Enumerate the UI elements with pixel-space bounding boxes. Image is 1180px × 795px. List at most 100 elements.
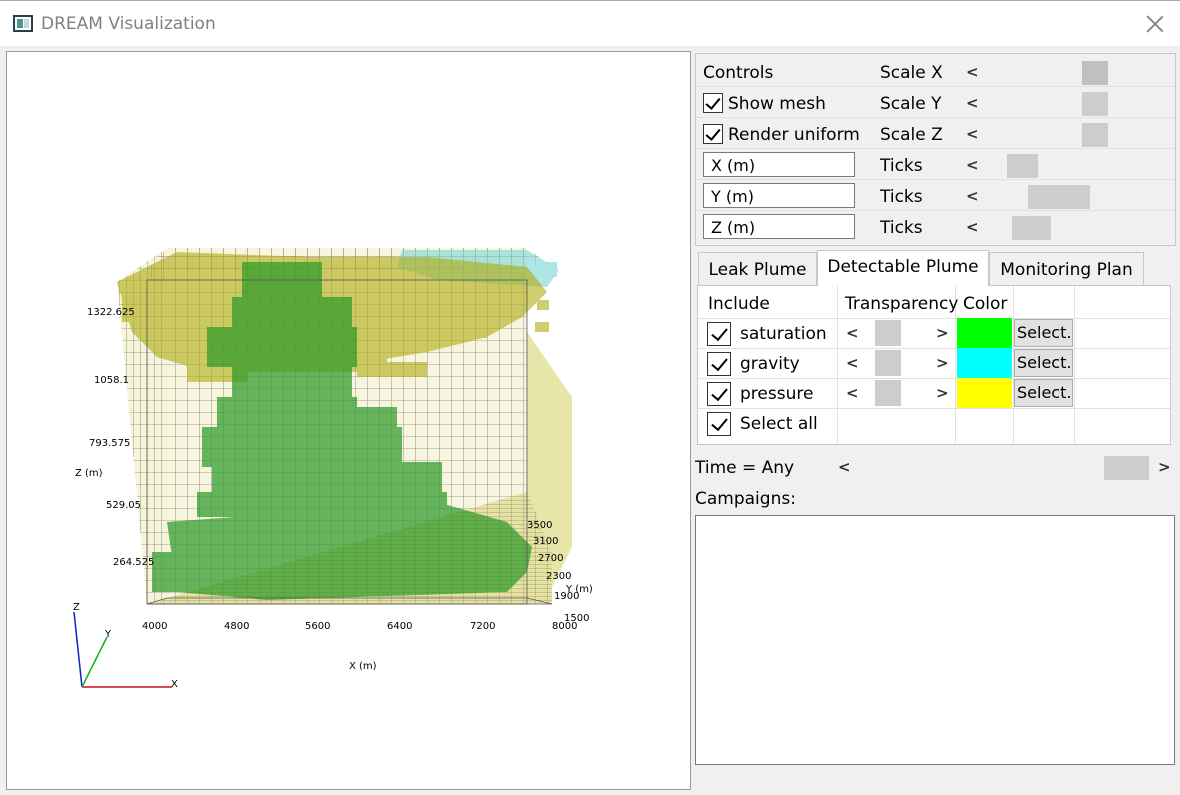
y-tick: 1500	[564, 613, 589, 624]
z-tick: 793.575	[89, 438, 130, 449]
tab-detectable-plume[interactable]: Detectable Plume	[817, 250, 989, 286]
gravity-transparency-thumb[interactable]	[875, 350, 901, 376]
detectable-plume-table: Include Transparency Color saturation < …	[697, 285, 1171, 445]
x-tick: 5600	[305, 621, 330, 632]
scale-z-slider[interactable]: <	[961, 121, 1173, 147]
y-tick: 3500	[527, 520, 552, 531]
window-title: DREAM Visualization	[41, 14, 216, 34]
slider-thumb[interactable]	[1082, 92, 1108, 116]
pressure-checkbox[interactable]	[707, 382, 731, 406]
x-axis-label-input[interactable]	[703, 152, 855, 177]
select-all-checkbox[interactable]	[707, 412, 731, 436]
column-divider	[955, 286, 956, 444]
plume-visualization[interactable]: 1322.625 1058.1 793.575 529.05 264.525 Z…	[7, 52, 691, 790]
pressure-select-button[interactable]: Select...	[1014, 379, 1073, 407]
x-tick: 8000	[552, 621, 577, 632]
scale-y-label: Scale Y	[880, 94, 942, 114]
tab-monitoring-plan[interactable]: Monitoring Plan	[989, 252, 1144, 285]
slider-thumb[interactable]	[1007, 154, 1038, 178]
scale-x-label: Scale X	[880, 63, 943, 83]
y-tick: 2300	[546, 571, 571, 582]
pressure-label: pressure	[740, 384, 814, 404]
saturation-select-button[interactable]: Select...	[1014, 319, 1073, 347]
scale-y-slider[interactable]: <	[961, 90, 1173, 116]
transparency-right-arrow-icon[interactable]: >	[936, 324, 949, 342]
y-ticks-slider[interactable]: <	[961, 183, 1173, 209]
slider-left-arrow-icon[interactable]: <	[966, 125, 979, 143]
render-uniform-checkbox[interactable]	[703, 124, 723, 144]
y-tick: 2700	[538, 553, 563, 564]
scale-x-slider[interactable]: <	[961, 59, 1173, 85]
x-axis-title: X (m)	[349, 661, 377, 672]
controls-header: Controls	[703, 63, 774, 83]
x-tick: 6400	[387, 621, 412, 632]
slider-left-arrow-icon[interactable]: <	[966, 218, 979, 236]
transparency-right-arrow-icon[interactable]: >	[936, 354, 949, 372]
row-divider	[698, 378, 1170, 379]
floor-frame	[146, 597, 553, 605]
triad-x-label: X	[171, 679, 178, 690]
controls-row: Controls Scale X <	[696, 56, 1175, 87]
transparency-left-arrow-icon[interactable]: <	[846, 354, 859, 372]
transparency-left-arrow-icon[interactable]: <	[846, 384, 859, 402]
triad-z-axis	[73, 611, 83, 688]
y-tick: 1900	[554, 591, 579, 602]
include-header: Include	[708, 294, 770, 314]
color-header: Color	[963, 294, 1008, 314]
close-button[interactable]	[1144, 13, 1166, 35]
time-slider-thumb[interactable]	[1104, 456, 1149, 480]
slider-left-arrow-icon[interactable]: <	[966, 156, 979, 174]
slider-left-arrow-icon[interactable]: <	[966, 187, 979, 205]
y-ticks-label: Ticks	[880, 187, 923, 207]
gravity-checkbox[interactable]	[707, 352, 731, 376]
y-axis-label-input[interactable]	[703, 183, 855, 208]
transparency-header: Transparency	[845, 294, 959, 314]
x-tick: 4800	[224, 621, 249, 632]
slider-left-arrow-icon[interactable]: <	[966, 94, 979, 112]
saturation-transparency-thumb[interactable]	[875, 320, 901, 346]
campaigns-list[interactable]	[695, 515, 1175, 765]
saturation-color-swatch	[957, 318, 1012, 348]
row-divider	[698, 408, 1170, 409]
slider-left-arrow-icon[interactable]: <	[966, 63, 979, 81]
pressure-color-swatch	[957, 378, 1012, 408]
axis-triad: X Y Z	[73, 602, 178, 690]
slider-thumb[interactable]	[1082, 123, 1108, 147]
triad-y-label: Y	[104, 629, 112, 640]
row-divider	[698, 318, 1170, 319]
row-divider	[698, 348, 1170, 349]
slider-thumb[interactable]	[1012, 216, 1051, 240]
app-icon	[13, 15, 33, 32]
z-axis-label-input[interactable]	[703, 214, 855, 239]
y-axis-row: Ticks <	[696, 180, 1175, 211]
z-tick: 1058.1	[94, 375, 129, 386]
3d-viewport[interactable]: 1322.625 1058.1 793.575 529.05 264.525 Z…	[6, 51, 691, 790]
saturation-plume	[152, 262, 532, 600]
saturation-label: saturation	[740, 324, 827, 344]
transparency-left-arrow-icon[interactable]: <	[846, 324, 859, 342]
x-tick: 7200	[470, 621, 495, 632]
saturation-checkbox[interactable]	[707, 322, 731, 346]
tab-leak-plume[interactable]: Leak Plume	[698, 252, 817, 285]
pressure-transparency-thumb[interactable]	[875, 380, 901, 406]
gravity-color-swatch	[957, 348, 1012, 378]
z-axis-row: Ticks <	[696, 211, 1175, 242]
z-tick: 264.525	[113, 557, 154, 568]
z-ticks-slider[interactable]: <	[961, 214, 1173, 240]
show-mesh-label: Show mesh	[728, 94, 826, 114]
scale-z-label: Scale Z	[880, 125, 943, 145]
slider-thumb[interactable]	[1028, 185, 1090, 209]
gravity-select-button[interactable]: Select...	[1014, 349, 1073, 377]
x-ticks-slider[interactable]: <	[961, 152, 1173, 178]
column-divider	[1013, 286, 1014, 444]
time-left-arrow-icon[interactable]: <	[838, 458, 851, 476]
x-tick: 4000	[142, 621, 167, 632]
time-right-arrow-icon[interactable]: >	[1158, 458, 1171, 476]
triad-z-label: Z	[73, 602, 80, 613]
time-slider[interactable]: < >	[832, 455, 1176, 481]
column-divider	[837, 286, 838, 444]
slider-thumb[interactable]	[1082, 61, 1108, 85]
show-mesh-checkbox[interactable]	[703, 93, 723, 113]
campaigns-label: Campaigns:	[695, 489, 796, 509]
transparency-right-arrow-icon[interactable]: >	[936, 384, 949, 402]
